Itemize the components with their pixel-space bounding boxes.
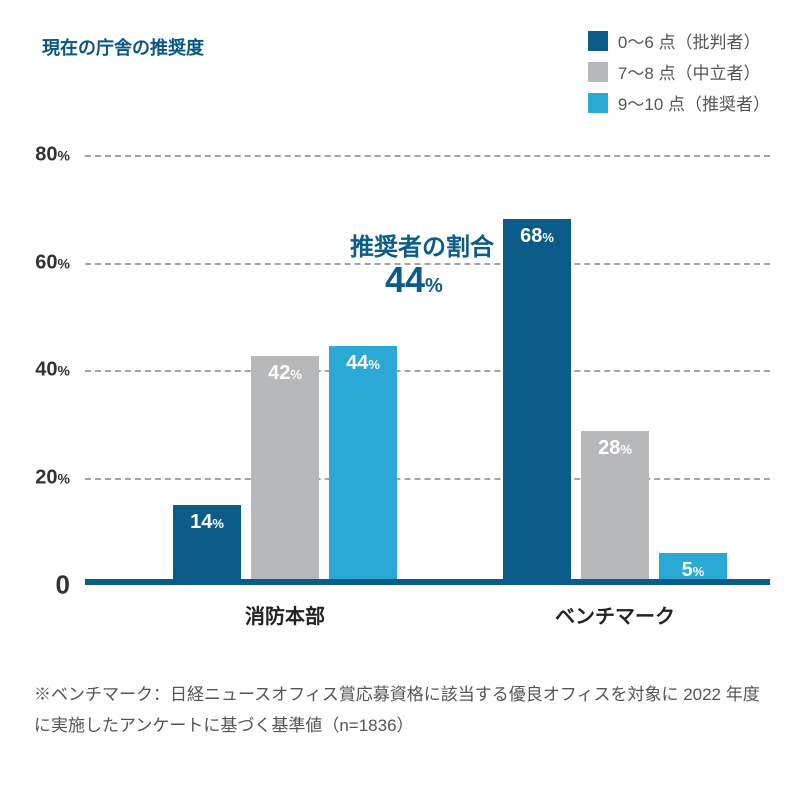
y-tick-zero: 0	[10, 570, 70, 601]
y-tick-label: 40%	[10, 359, 70, 382]
legend-swatch	[588, 31, 608, 51]
legend-swatch	[588, 62, 608, 82]
bar-value-label: 44%	[329, 352, 397, 375]
legend: 0〜6 点（批判者） 7〜8 点（中立者） 9〜10 点（推奨者）	[588, 28, 770, 121]
gridline	[85, 370, 770, 372]
legend-label: 7〜8 点（中立者）	[618, 59, 761, 84]
y-tick-label: 80%	[10, 144, 70, 167]
bar-value-label: 42%	[251, 362, 319, 385]
bar-value-label: 14%	[173, 511, 241, 534]
chart-title-text: 現在の庁舎の推奨度	[42, 38, 204, 58]
bar: 28%	[581, 431, 649, 579]
bar: 14%	[173, 505, 241, 579]
chart-title: 現在の庁舎の推奨度	[42, 34, 204, 60]
footnote: ※ベンチマーク：日経ニュースオフィス賞応募資格に該当する優良オフィスを対象に 2…	[34, 680, 766, 741]
legend-item: 0〜6 点（批判者）	[588, 28, 770, 53]
x-category-label: ベンチマーク	[555, 600, 675, 629]
legend-item: 9〜10 点（推奨者）	[588, 90, 770, 115]
bar: 5%	[659, 553, 727, 580]
legend-label: 9〜10 点（推奨者）	[618, 90, 770, 115]
bar-value-label: 28%	[581, 437, 649, 460]
plot-area: 80%60%40%20%014%42%44%消防本部68%28%5%ベンチマーク…	[85, 155, 770, 585]
bar: 42%	[251, 356, 319, 579]
gridline	[85, 155, 770, 157]
bar: 68%	[503, 219, 571, 579]
legend-label: 0〜6 点（批判者）	[618, 28, 761, 53]
callout-value: 44%	[385, 259, 443, 301]
footnote-text: ※ベンチマーク：日経ニュースオフィス賞応募資格に該当する優良オフィスを対象に 2…	[34, 685, 760, 735]
y-tick-label: 60%	[10, 251, 70, 274]
bar: 44%	[329, 346, 397, 579]
callout-title: 推奨者の割合	[350, 227, 494, 262]
y-tick-label: 20%	[10, 466, 70, 489]
legend-swatch	[588, 93, 608, 113]
bar-value-label: 5%	[659, 559, 727, 582]
gridline	[85, 478, 770, 480]
chart-area: 80%60%40%20%014%42%44%消防本部68%28%5%ベンチマーク…	[85, 155, 770, 585]
x-category-label: 消防本部	[245, 600, 325, 629]
bar-value-label: 68%	[503, 225, 571, 248]
legend-item: 7〜8 点（中立者）	[588, 59, 770, 84]
